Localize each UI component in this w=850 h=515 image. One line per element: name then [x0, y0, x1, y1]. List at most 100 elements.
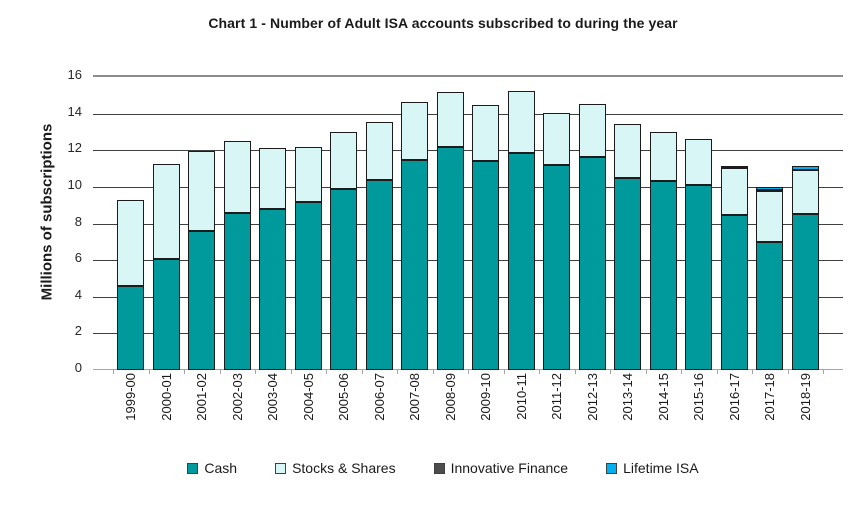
x-axis-tick [219, 370, 221, 374]
legend-swatch [275, 462, 287, 474]
x-tick-label: 2015-16 [691, 373, 706, 421]
bar-segment-stocks-shares [756, 190, 783, 242]
bar-segment-lifetime-isa [756, 186, 783, 190]
x-axis-tick [361, 370, 363, 374]
bar-segment-cash [259, 208, 286, 370]
legend-swatch [433, 462, 445, 474]
bar-segment-stocks-shares [507, 90, 535, 153]
x-axis-tick [823, 370, 824, 374]
y-tick-label: 4 [74, 286, 82, 302]
bar-segment-stocks-shares [436, 91, 464, 147]
x-axis-tick [645, 370, 647, 374]
x-tick-label: 2012-13 [584, 373, 600, 421]
bar-segment-cash [614, 177, 641, 370]
legend-item-cash: Cash [187, 460, 237, 476]
gridline [93, 296, 843, 298]
bar-segment-lifetime-isa [791, 165, 819, 170]
x-tick-label: 2001-02 [194, 373, 209, 421]
x-axis-tick [326, 370, 327, 374]
x-tick-label: 2018-19 [797, 373, 813, 421]
y-tick-label: 0 [74, 360, 82, 375]
x-tick-label: 2009-10 [478, 373, 493, 421]
bar-segment-cash [365, 179, 393, 370]
x-tick-label: 2008-09 [442, 373, 458, 421]
gridline [93, 113, 843, 115]
x-tick-label: 2007-08 [407, 373, 422, 421]
legend-swatch [187, 462, 199, 474]
bar-segment-cash [188, 230, 215, 370]
x-tick-label: 2011-12 [549, 373, 564, 420]
bar-segment-stocks-shares [117, 199, 144, 286]
x-axis-tick [184, 370, 185, 374]
x-axis-tick [503, 370, 505, 374]
bar-segment-stocks-shares [401, 101, 428, 161]
y-tick-label: 2 [74, 323, 82, 339]
bar-segment-stocks-shares [614, 123, 641, 178]
x-axis-tick [113, 370, 114, 374]
x-tick-label: 1999-00 [123, 373, 138, 421]
x-axis-tick [397, 370, 398, 374]
bar-segment-cash [472, 161, 499, 370]
gridline [93, 260, 843, 262]
x-tick-label: 2016-17 [726, 373, 742, 421]
y-tick-label: 14 [67, 103, 82, 119]
bar-segment-cash [578, 156, 606, 370]
bar-segment-cash [685, 185, 712, 370]
bar-segment-stocks-shares [294, 146, 322, 202]
x-tick-label: 2013-14 [620, 373, 635, 421]
bar-segment-stocks-shares [259, 148, 286, 209]
x-tick-label: 2017-18 [762, 373, 777, 421]
x-axis-line [93, 369, 843, 370]
chart-title: Chart 1 - Number of Adult ISA accounts s… [208, 15, 678, 31]
x-axis-tick [681, 370, 682, 374]
x-axis-tick [148, 370, 150, 374]
bar-segment-stocks-shares [472, 105, 499, 162]
bar-segment-stocks-shares [365, 121, 393, 180]
x-axis-tick [752, 370, 753, 374]
gridline [93, 333, 843, 335]
y-tick-label: 6 [74, 250, 82, 266]
bar-segment-cash [401, 160, 428, 370]
bar-segment-cash [543, 164, 570, 370]
x-tick-label: 2010-11 [513, 373, 529, 420]
legend: Cash Stocks & Shares Innovative Finance Lif… [36, 455, 850, 481]
bar-segment-cash [294, 201, 322, 370]
bar-segment-stocks-shares [720, 167, 748, 216]
bar-segment-stocks-shares [152, 164, 180, 260]
bar-segment-cash [720, 215, 748, 370]
bar-segment-cash [649, 181, 677, 370]
legend-label: Lifetime ISA [623, 460, 699, 476]
bar-segment-stocks-shares [543, 112, 570, 165]
bar-segment-cash [117, 285, 144, 370]
x-axis-tick [468, 370, 469, 374]
bar-segment-stocks-shares [791, 170, 819, 215]
legend-swatch [606, 462, 618, 474]
bar-segment-cash [330, 188, 357, 370]
x-axis-tick [610, 370, 611, 374]
legend-label: Cash [204, 460, 238, 476]
bar-segment-stocks-shares [223, 141, 251, 214]
bar-segment-stocks-shares [685, 139, 712, 186]
bar-segment-stocks-shares [188, 151, 215, 231]
x-axis-tick [787, 370, 789, 374]
legend-item-lifetime-isa: Lifetime ISA [606, 460, 699, 476]
bar-segment-cash [756, 241, 783, 370]
gridline [93, 223, 843, 225]
x-tick-label: 2000-01 [158, 373, 174, 421]
x-tick-label: 2004-05 [300, 373, 316, 421]
legend-label: Stocks & Shares [292, 460, 396, 476]
x-tick-label: 2005-06 [336, 373, 351, 421]
x-axis-tick [539, 370, 540, 374]
x-axis-tick [255, 370, 256, 374]
bar-segment-cash [791, 214, 819, 370]
x-tick-label: 2006-07 [371, 373, 387, 421]
bar-segment-stocks-shares [578, 103, 606, 157]
x-axis-tick [432, 370, 434, 374]
y-tick-label: 12 [67, 140, 82, 156]
gridline [93, 150, 843, 152]
y-tick-label: 16 [67, 67, 82, 82]
x-tick-label: 2003-04 [265, 373, 280, 421]
gridline [93, 186, 843, 188]
bar-segment-cash [507, 153, 535, 370]
